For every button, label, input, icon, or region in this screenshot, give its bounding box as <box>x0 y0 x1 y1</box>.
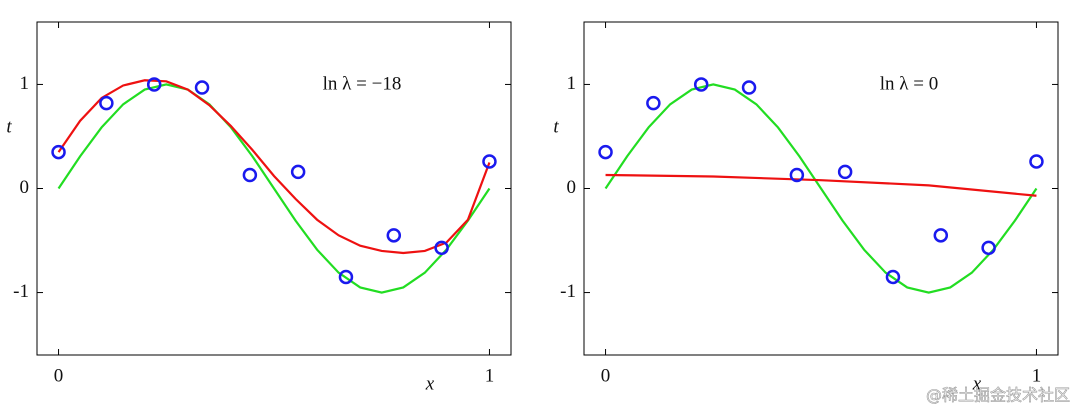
data-point <box>598 144 613 160</box>
data-point <box>933 228 949 243</box>
data-point <box>146 77 162 92</box>
curve <box>604 83 1038 294</box>
data-point <box>51 144 66 160</box>
data-point <box>981 240 996 256</box>
y-axis-label: t <box>6 116 12 137</box>
data-point <box>338 269 354 285</box>
annotation: ln λ = −18 <box>323 73 402 94</box>
x-tick-label: 1 <box>1032 365 1042 386</box>
curve <box>605 173 1037 197</box>
x-tick-label: 0 <box>54 365 64 386</box>
curve <box>57 79 491 255</box>
data-point <box>837 164 853 180</box>
data-point <box>646 95 661 111</box>
y-tick-label: -1 <box>560 281 576 302</box>
y-tick-label: 1 <box>567 73 577 94</box>
data-point <box>242 167 258 183</box>
x-tick-label: 0 <box>601 365 611 386</box>
data-point <box>1029 154 1044 169</box>
data-point <box>434 240 449 256</box>
data-point <box>741 80 757 95</box>
data-point <box>290 164 306 180</box>
y-tick-label: 0 <box>567 177 577 198</box>
data-point <box>885 269 901 285</box>
annotation: ln λ = 0 <box>880 73 938 94</box>
data-point <box>693 77 709 92</box>
y-axis-label: t <box>553 116 559 137</box>
chart: -1 0 1 0 1 x t ln λ = −18 <box>6 21 512 394</box>
y-tick-label: 1 <box>20 73 30 94</box>
data-point <box>99 95 114 111</box>
y-tick-label: 0 <box>20 177 30 198</box>
data-point <box>789 167 805 183</box>
data-point <box>194 80 210 95</box>
watermark: @稀土掘金技术社区 <box>926 386 1070 405</box>
x-axis-label: x <box>425 373 435 394</box>
y-tick-label: -1 <box>13 281 29 302</box>
x-axis-label: x <box>972 373 982 394</box>
data-point <box>482 154 497 169</box>
curve <box>57 83 491 294</box>
data-point <box>386 228 402 243</box>
x-tick-label: 1 <box>485 365 495 386</box>
chart: -1 0 1 0 1 x t ln λ = 0 <box>553 21 1059 394</box>
